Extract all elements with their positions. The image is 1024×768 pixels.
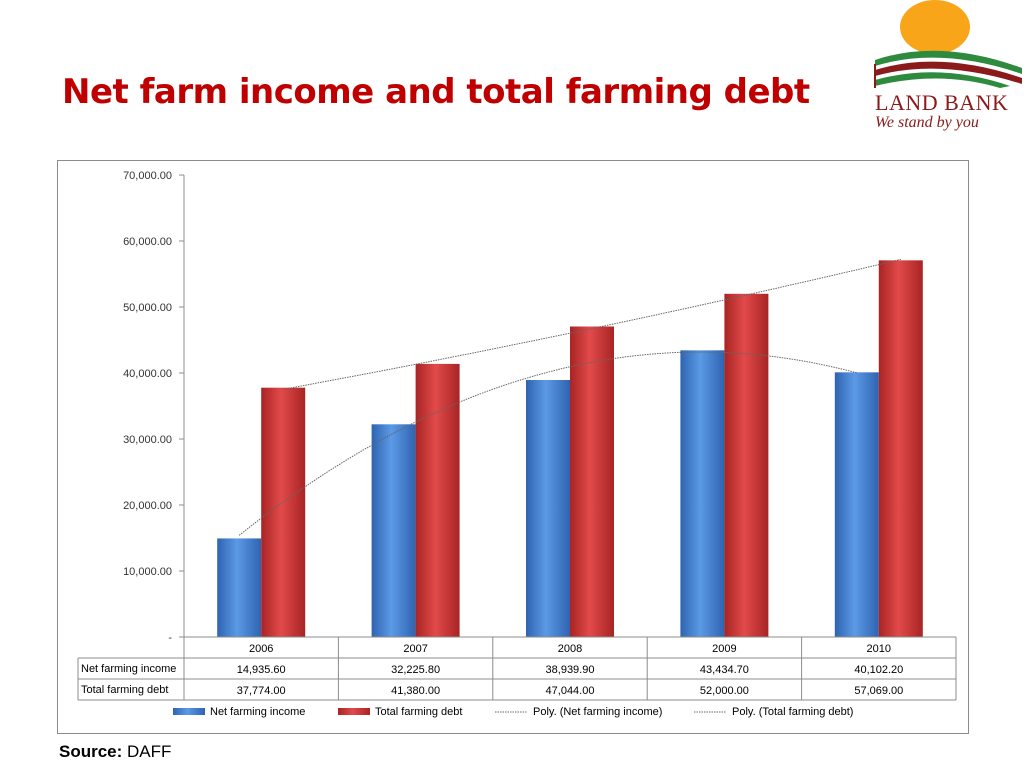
category-label: 2010 [867, 643, 891, 655]
chart-frame: - 10,000.00 20,000.00 30,000.00 40,000.00 50,… [57, 160, 969, 734]
legend-swatch [338, 708, 370, 715]
source-line: Source: DAFF [59, 742, 171, 762]
category-label: 2006 [249, 643, 273, 655]
bar-total-debt-2006 [261, 387, 306, 637]
bar-total-debt-2009 [724, 293, 769, 637]
bar-total-debt-2008 [570, 326, 614, 637]
table-value: 14,935.60 [237, 664, 286, 676]
y-tick-label: - [168, 632, 172, 644]
legend-label: Poly. (Net farming income) [533, 706, 662, 718]
table-series-label: Net farming income [81, 663, 176, 675]
bar-total-debt-2007 [415, 363, 460, 637]
table-value: 32,225.80 [391, 664, 440, 676]
table-value: 47,044.00 [546, 685, 595, 697]
bar-net-income-2006 [217, 538, 262, 637]
y-tick-label: 60,000.00 [123, 236, 172, 248]
trendline-total-debt [283, 258, 901, 390]
table-value: 52,000.00 [700, 685, 749, 697]
trendline-net-income [238, 351, 857, 536]
table-value: 40,102.20 [854, 664, 903, 676]
y-tick-label: 40,000.00 [123, 368, 172, 380]
source-label: Source: [59, 742, 123, 761]
table-value: 37,774.00 [237, 685, 286, 697]
slide-title: Net farm income and total farming debt [62, 72, 810, 112]
bar-chart: - 10,000.00 20,000.00 30,000.00 40,000.00 50,… [77, 170, 957, 718]
table-value: 38,939.90 [546, 664, 595, 676]
y-tick-label: 50,000.00 [123, 302, 172, 314]
category-label: 2009 [712, 643, 736, 655]
table-value: 43,434.70 [700, 664, 749, 676]
category-label: 2008 [558, 643, 582, 655]
table-value: 57,069.00 [854, 685, 903, 697]
legend-label: Total farming debt [375, 706, 462, 718]
land-bank-logo-icon [874, 0, 1022, 88]
legend-swatch [173, 708, 205, 715]
source-value: DAFF [127, 742, 172, 761]
y-tick-label: 30,000.00 [123, 434, 172, 446]
bar-total-debt-2010 [878, 260, 923, 637]
legend-label: Poly. (Total farming debt) [732, 706, 853, 718]
bar-net-income-2008 [526, 379, 570, 637]
table-value: 41,380.00 [391, 685, 440, 697]
y-tick-label: 70,000.00 [123, 170, 172, 182]
logo-name: LAND BANK [875, 90, 1009, 115]
bar-net-income-2009 [680, 350, 725, 637]
y-tick-label: 10,000.00 [123, 566, 172, 578]
legend-label: Net farming income [210, 706, 305, 718]
bar-net-income-2010 [834, 372, 879, 637]
category-label: 2007 [403, 643, 427, 655]
y-tick-label: 20,000.00 [123, 500, 172, 512]
logo-tagline: We stand by you [875, 114, 979, 131]
table-series-label: Total farming debt [81, 684, 168, 696]
bar-net-income-2007 [371, 424, 416, 637]
